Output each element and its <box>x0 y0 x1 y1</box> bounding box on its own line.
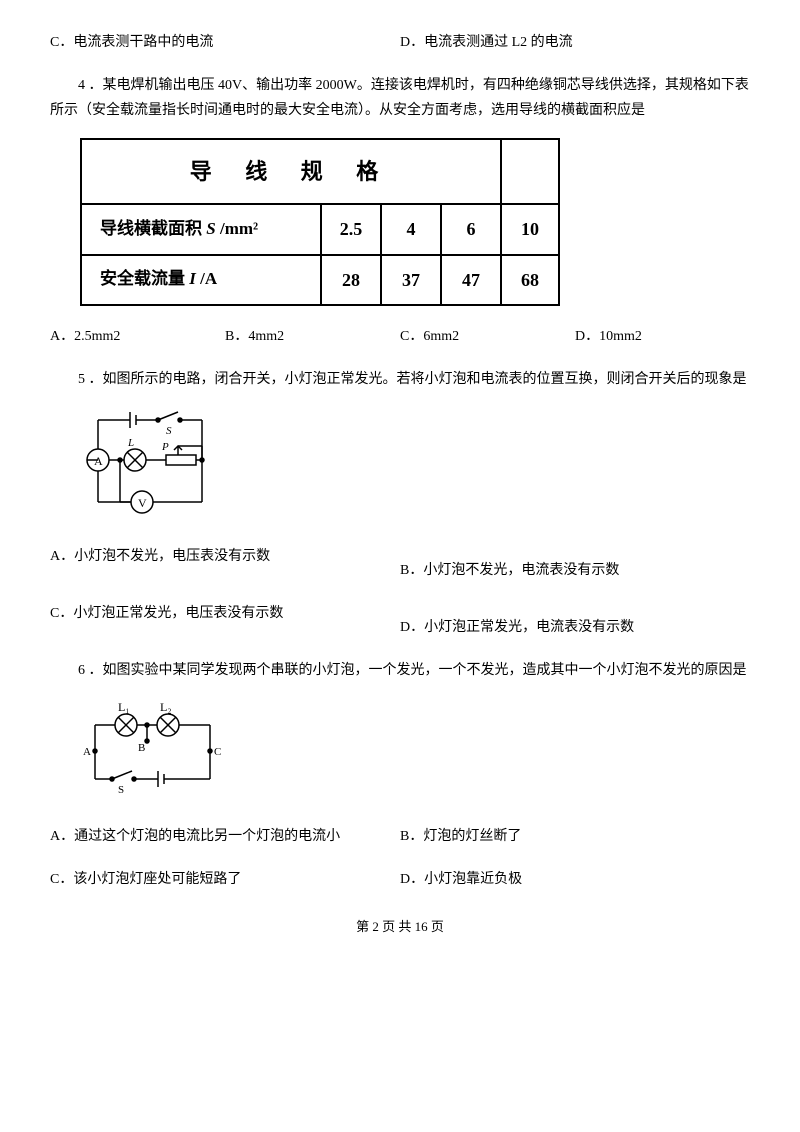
current-label-pre: 安全载流量 <box>100 269 189 288</box>
q5-option-b: B．小灯泡不发光，电流表没有示数 <box>400 544 750 583</box>
table-row: 安全载流量 I /A 28 37 47 68 <box>81 255 559 305</box>
q5-number: 5 ． <box>78 372 103 387</box>
i-symbol: I <box>189 269 196 288</box>
table-cell: 4 <box>381 204 441 254</box>
table-cell: 6 <box>441 204 501 254</box>
table-empty-cell <box>501 139 559 205</box>
current-header: 安全载流量 I /A <box>81 255 321 305</box>
svg-text:V: V <box>138 496 147 510</box>
q4-body: 某电焊机输出电压 40V、输出功率 2000W。连接该电焊机时，有四种绝缘铜芯导… <box>50 78 749 118</box>
q4-options: A．2.5mm2 B．4mm2 C．6mm2 D．10mm2 <box>50 324 750 349</box>
q4-text: 4 ．某电焊机输出电压 40V、输出功率 2000W。连接该电焊机时，有四种绝缘… <box>50 73 750 123</box>
q4-option-a: A．2.5mm2 <box>50 324 225 349</box>
q6-option-a: A．通过这个灯泡的电流比另一个灯泡的电流小 <box>50 824 400 849</box>
current-label-unit: /A <box>196 269 217 288</box>
table-cell: 47 <box>441 255 501 305</box>
circuit-svg-icon: L₁ L₂ S A B C <box>80 697 230 797</box>
q6-circuit-diagram: L₁ L₂ S A B C <box>80 697 750 806</box>
q6-option-d: D．小灯泡靠近负极 <box>400 867 750 892</box>
svg-text:L: L <box>127 437 134 449</box>
q6-body: 如图实验中某同学发现两个串联的小灯泡，一个发光，一个不发光，造成其中一个小灯泡不… <box>103 663 747 678</box>
area-header: 导线横截面积 S /mm² <box>81 204 321 254</box>
svg-text:S: S <box>166 425 172 437</box>
svg-text:A: A <box>94 454 103 468</box>
table-cell: 37 <box>381 255 441 305</box>
q6-option-b: B．灯泡的灯丝断了 <box>400 824 750 849</box>
q5-option-a: A．小灯泡不发光，电压表没有示数 <box>50 544 400 583</box>
s-symbol: S <box>206 219 215 238</box>
q5-option-d: D．小灯泡正常发光，电流表没有示数 <box>400 601 750 640</box>
q3-option-c: C．电流表测干路中的电流 <box>50 30 400 55</box>
table-row: 导 线 规 格 <box>81 139 559 205</box>
q4-table-wrap: 导 线 规 格 导线横截面积 S /mm² 2.5 4 6 10 安全载流量 I… <box>80 138 750 306</box>
q5-option-c: C．小灯泡正常发光，电压表没有示数 <box>50 601 400 640</box>
table-row: 导线横截面积 S /mm² 2.5 4 6 10 <box>81 204 559 254</box>
svg-text:C: C <box>214 746 221 758</box>
svg-text:L₁: L₁ <box>118 700 130 714</box>
area-label-pre: 导线横截面积 <box>100 219 206 238</box>
table-cell: 68 <box>501 255 559 305</box>
circuit-svg-icon: S A L P V <box>80 406 220 516</box>
q6-option-c: C．该小灯泡灯座处可能短路了 <box>50 867 400 892</box>
q5-body: 如图所示的电路，闭合开关，小灯泡正常发光。若将小灯泡和电流表的位置互换，则闭合开… <box>103 372 747 387</box>
page-footer: 第 2 页 共 16 页 <box>50 915 750 938</box>
q5-options-ab: A．小灯泡不发光，电压表没有示数 B．小灯泡不发光，电流表没有示数 <box>50 544 750 583</box>
q4-option-d: D．10mm2 <box>575 324 750 349</box>
q4-option-c: C．6mm2 <box>400 324 575 349</box>
q5-text: 5 ．如图所示的电路，闭合开关，小灯泡正常发光。若将小灯泡和电流表的位置互换，则… <box>50 367 750 392</box>
q5-circuit-diagram: S A L P V <box>80 406 750 525</box>
q6-options-cd: C．该小灯泡灯座处可能短路了 D．小灯泡靠近负极 <box>50 867 750 892</box>
q6-options-ab: A．通过这个灯泡的电流比另一个灯泡的电流小 B．灯泡的灯丝断了 <box>50 824 750 849</box>
table-cell: 2.5 <box>321 204 381 254</box>
q3-option-d: D．电流表测通过 L2 的电流 <box>400 30 750 55</box>
q6-number: 6 ． <box>78 663 103 678</box>
q4-number: 4 ． <box>78 78 103 93</box>
q5-options-cd: C．小灯泡正常发光，电压表没有示数 D．小灯泡正常发光，电流表没有示数 <box>50 601 750 640</box>
table-cell: 28 <box>321 255 381 305</box>
q3-options-cd: C．电流表测干路中的电流 D．电流表测通过 L2 的电流 <box>50 30 750 55</box>
svg-text:P: P <box>161 441 169 453</box>
table-cell: 10 <box>501 204 559 254</box>
svg-text:L₂: L₂ <box>160 700 172 714</box>
wire-spec-table: 导 线 规 格 导线横截面积 S /mm² 2.5 4 6 10 安全载流量 I… <box>80 138 560 306</box>
table-title: 导 线 规 格 <box>81 139 501 205</box>
q6-text: 6 ．如图实验中某同学发现两个串联的小灯泡，一个发光，一个不发光，造成其中一个小… <box>50 658 750 683</box>
q4-option-b: B．4mm2 <box>225 324 400 349</box>
area-label-unit: /mm² <box>216 219 258 238</box>
svg-text:A: A <box>83 746 91 758</box>
svg-text:S: S <box>118 784 124 796</box>
svg-text:B: B <box>138 742 145 754</box>
